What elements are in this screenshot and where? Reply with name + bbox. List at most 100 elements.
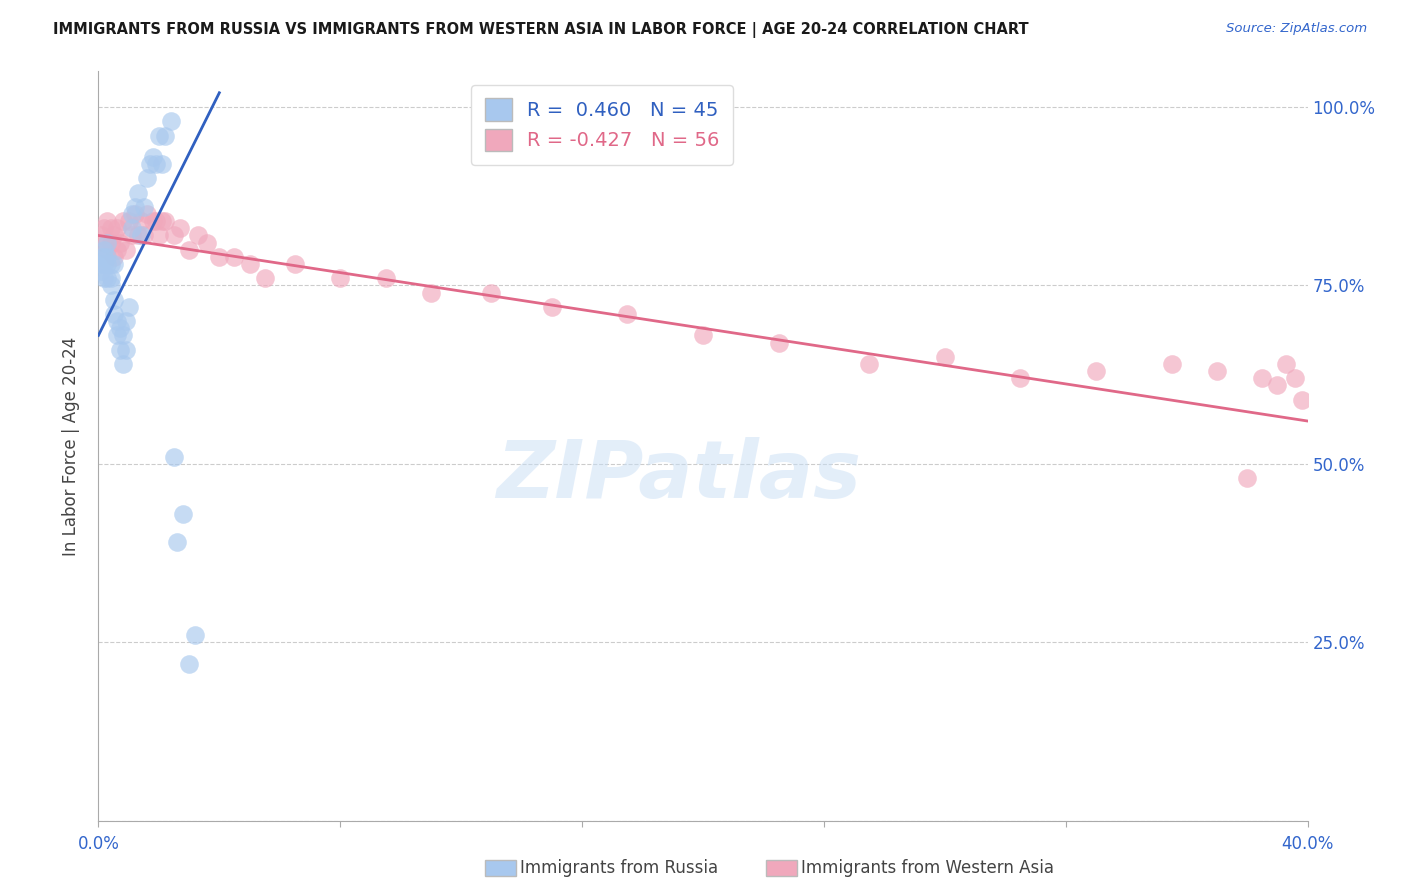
Point (121, 228, 143, 243)
Point (93, 250, 115, 264)
Point (96, 243, 118, 257)
Point (179, 243, 201, 257)
Point (1206, 364, 1229, 378)
Point (163, 450, 186, 464)
Point (148, 228, 170, 243)
Point (1284, 371, 1306, 385)
Point (118, 214, 141, 228)
Point (129, 214, 152, 228)
Point (163, 228, 186, 243)
Point (1236, 471, 1258, 485)
Point (187, 228, 209, 243)
Point (124, 200, 146, 214)
Point (124, 207, 146, 221)
Point (90, 257, 112, 271)
Point (121, 207, 143, 221)
Point (121, 221, 143, 235)
Point (284, 257, 307, 271)
Point (166, 535, 188, 549)
Legend: R =  0.460   N = 45, R = -0.427   N = 56: R = 0.460 N = 45, R = -0.427 N = 56 (471, 85, 734, 165)
Point (692, 328, 714, 343)
Point (90, 250, 112, 264)
Point (105, 243, 128, 257)
Point (114, 314, 136, 328)
Point (1160, 357, 1182, 371)
Point (145, 157, 167, 171)
Point (114, 343, 136, 357)
Point (96, 257, 118, 271)
Point (239, 257, 262, 271)
Point (105, 221, 128, 235)
Point (93, 271, 115, 285)
Point (103, 293, 125, 307)
Point (129, 228, 152, 243)
Text: Source: ZipAtlas.com: Source: ZipAtlas.com (1226, 22, 1367, 36)
Point (481, 285, 503, 300)
Point (150, 214, 173, 228)
Point (768, 335, 790, 350)
Point (103, 307, 125, 321)
Point (114, 243, 136, 257)
Point (93, 257, 115, 271)
Point (93, 221, 115, 235)
Text: Immigrants from Western Asia: Immigrants from Western Asia (801, 859, 1054, 877)
Point (142, 214, 165, 228)
Point (100, 221, 122, 235)
Point (142, 150, 165, 164)
Point (103, 257, 125, 271)
Point (934, 350, 956, 364)
Point (224, 250, 246, 264)
Point (858, 357, 880, 371)
Point (103, 250, 125, 264)
Point (108, 235, 131, 250)
Point (1085, 364, 1108, 378)
Point (1291, 392, 1313, 407)
Point (100, 257, 122, 271)
Point (139, 157, 162, 171)
Point (93, 235, 115, 250)
Point (150, 157, 173, 171)
Point (179, 657, 201, 671)
Y-axis label: In Labor Force | Age 20-24: In Labor Force | Age 20-24 (62, 336, 80, 556)
Point (1010, 371, 1032, 385)
Point (616, 307, 638, 321)
Point (118, 300, 141, 314)
Point (105, 314, 128, 328)
Point (420, 285, 443, 300)
Point (96, 214, 118, 228)
Point (1251, 371, 1274, 385)
Point (111, 357, 134, 371)
Point (96, 250, 118, 264)
Point (108, 343, 131, 357)
Point (90, 264, 112, 278)
Point (111, 328, 134, 343)
Point (132, 228, 155, 243)
Point (145, 214, 167, 228)
Point (127, 186, 149, 200)
Text: IMMIGRANTS FROM RUSSIA VS IMMIGRANTS FROM WESTERN ASIA IN LABOR FORCE | AGE 20-2: IMMIGRANTS FROM RUSSIA VS IMMIGRANTS FRO… (53, 22, 1029, 38)
Point (172, 507, 194, 521)
Point (108, 321, 131, 335)
Point (90, 228, 112, 243)
Point (132, 200, 155, 214)
Point (160, 114, 183, 128)
Point (100, 235, 122, 250)
Point (96, 271, 118, 285)
Text: ZIPatlas: ZIPatlas (496, 437, 862, 515)
Point (253, 271, 276, 285)
Point (103, 228, 125, 243)
Text: Immigrants from Russia: Immigrants from Russia (520, 859, 718, 877)
Point (93, 243, 115, 257)
Point (540, 300, 562, 314)
Point (153, 214, 176, 228)
Point (100, 278, 122, 293)
Point (1267, 378, 1289, 392)
Point (374, 271, 396, 285)
Point (195, 235, 218, 250)
Point (127, 228, 149, 243)
Point (1275, 357, 1298, 371)
Point (169, 221, 191, 235)
Point (148, 128, 170, 143)
Point (135, 207, 157, 221)
Point (329, 271, 352, 285)
